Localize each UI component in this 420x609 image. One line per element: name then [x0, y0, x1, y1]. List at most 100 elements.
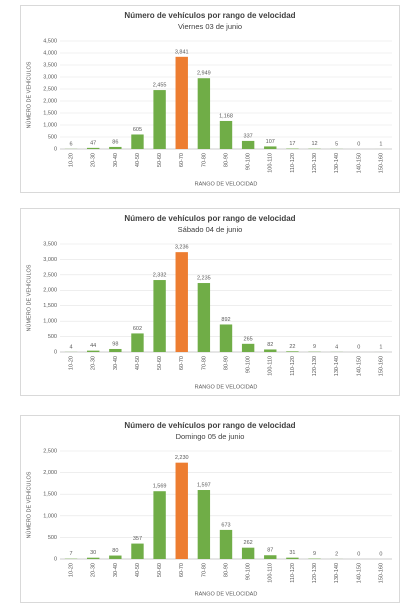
value-label: 9	[313, 551, 316, 557]
y-tick-label: 3,000	[43, 257, 57, 263]
y-tick-label: 2,000	[43, 98, 57, 104]
chart-subtitle: Domingo 05 de junio	[176, 432, 245, 441]
bar	[109, 146, 122, 149]
y-tick-label: 1,500	[43, 303, 57, 309]
chart-subtitle: Sábado 04 de junio	[178, 225, 243, 234]
value-label: 265	[244, 336, 253, 342]
y-tick-label: 500	[48, 535, 57, 541]
x-tick-label: 130-140	[334, 356, 340, 376]
x-tick-label: 100-110	[268, 356, 274, 376]
value-label: 3,236	[175, 245, 189, 251]
y-tick-label: 500	[48, 334, 57, 340]
x-tick-label: 150-160	[378, 356, 384, 376]
x-tick-label: 90-100	[246, 356, 252, 373]
x-tick-label: 30-40	[113, 563, 119, 577]
x-tick-label: 60-70	[179, 153, 185, 167]
x-axis-label: RANGO DE VELOCIDAD	[195, 384, 258, 390]
bar	[241, 343, 255, 352]
bar	[219, 529, 233, 559]
bar	[153, 90, 166, 149]
x-tick-label: 100-110	[268, 563, 274, 583]
y-tick-label: 500	[48, 134, 57, 140]
x-tick-label: 140-150	[356, 356, 362, 376]
x-tick-label: 20-30	[91, 153, 97, 167]
x-tick-label: 100-110	[268, 153, 274, 173]
bar	[241, 547, 255, 559]
y-tick-label: 2,500	[43, 86, 57, 92]
x-tick-label: 40-50	[135, 563, 141, 577]
x-tick-label: 130-140	[334, 563, 340, 583]
value-label: 47	[90, 140, 96, 146]
chart: Número de vehículos por rango de velocid…	[20, 415, 400, 603]
bar	[286, 351, 299, 352]
value-label: 82	[267, 342, 273, 348]
x-tick-label: 10-20	[69, 563, 75, 577]
x-tick-label: 140-150	[356, 153, 362, 173]
x-tick-label: 120-130	[312, 563, 318, 583]
x-tick-label: 140-150	[356, 563, 362, 583]
x-tick-label: 150-160	[378, 563, 384, 583]
x-tick-label: 50-60	[157, 153, 163, 167]
value-label: 2,455	[153, 83, 167, 89]
bar	[109, 555, 122, 559]
x-tick-label: 90-100	[246, 153, 252, 170]
x-tick-label: 60-70	[179, 356, 185, 370]
value-label: 1,569	[153, 484, 167, 490]
x-tick-label: 70-80	[201, 563, 207, 577]
bar	[87, 557, 100, 559]
bar	[197, 490, 211, 559]
x-tick-label: 110-120	[290, 563, 296, 583]
value-label: 892	[221, 317, 230, 323]
value-label: 262	[244, 540, 253, 546]
bar	[264, 146, 277, 149]
y-tick-label: 0	[54, 556, 57, 562]
bar	[175, 56, 188, 149]
x-tick-label: 50-60	[157, 563, 163, 577]
x-tick-label: 70-80	[201, 356, 207, 370]
x-tick-label: 70-80	[201, 153, 207, 167]
bar	[153, 491, 166, 559]
value-label: 0	[357, 141, 360, 147]
value-label: 107	[266, 139, 275, 145]
bar	[197, 283, 211, 352]
bar	[286, 557, 299, 559]
y-tick-label: 1,000	[43, 122, 57, 128]
value-label: 1,168	[219, 113, 233, 119]
y-tick-label: 3,000	[43, 74, 57, 80]
bar	[87, 147, 100, 149]
bar	[197, 78, 211, 149]
value-label: 1	[379, 344, 382, 350]
value-label: 98	[112, 341, 118, 347]
value-label: 2,235	[197, 275, 211, 281]
value-label: 12	[311, 141, 317, 147]
value-label: 86	[112, 139, 118, 145]
bar	[264, 555, 277, 559]
y-tick-label: 2,000	[43, 288, 57, 294]
value-label: 87	[267, 548, 273, 554]
chart-title: Número de vehículos por rango de velocid…	[124, 214, 295, 223]
bar	[175, 252, 188, 352]
y-tick-label: 1,000	[43, 513, 57, 519]
y-tick-label: 2,500	[43, 272, 57, 278]
value-label: 605	[133, 127, 142, 133]
chart-subtitle: Viernes 03 de junio	[178, 22, 242, 31]
x-tick-label: 130-140	[334, 153, 340, 173]
x-tick-label: 80-90	[223, 153, 229, 167]
y-tick-label: 3,500	[43, 62, 57, 68]
x-tick-label: 40-50	[135, 153, 141, 167]
bar	[153, 280, 166, 352]
value-label: 357	[133, 536, 142, 542]
value-label: 44	[90, 343, 96, 349]
value-label: 602	[133, 326, 142, 332]
value-label: 80	[112, 548, 118, 554]
value-label: 673	[221, 522, 230, 528]
value-label: 337	[244, 133, 253, 139]
x-tick-label: 150-160	[378, 153, 384, 173]
x-tick-label: 120-130	[312, 153, 318, 173]
bar	[241, 140, 255, 149]
value-label: 6	[70, 141, 73, 147]
bar	[219, 324, 233, 352]
x-tick-label: 40-50	[135, 356, 141, 370]
x-tick-label: 80-90	[223, 356, 229, 370]
